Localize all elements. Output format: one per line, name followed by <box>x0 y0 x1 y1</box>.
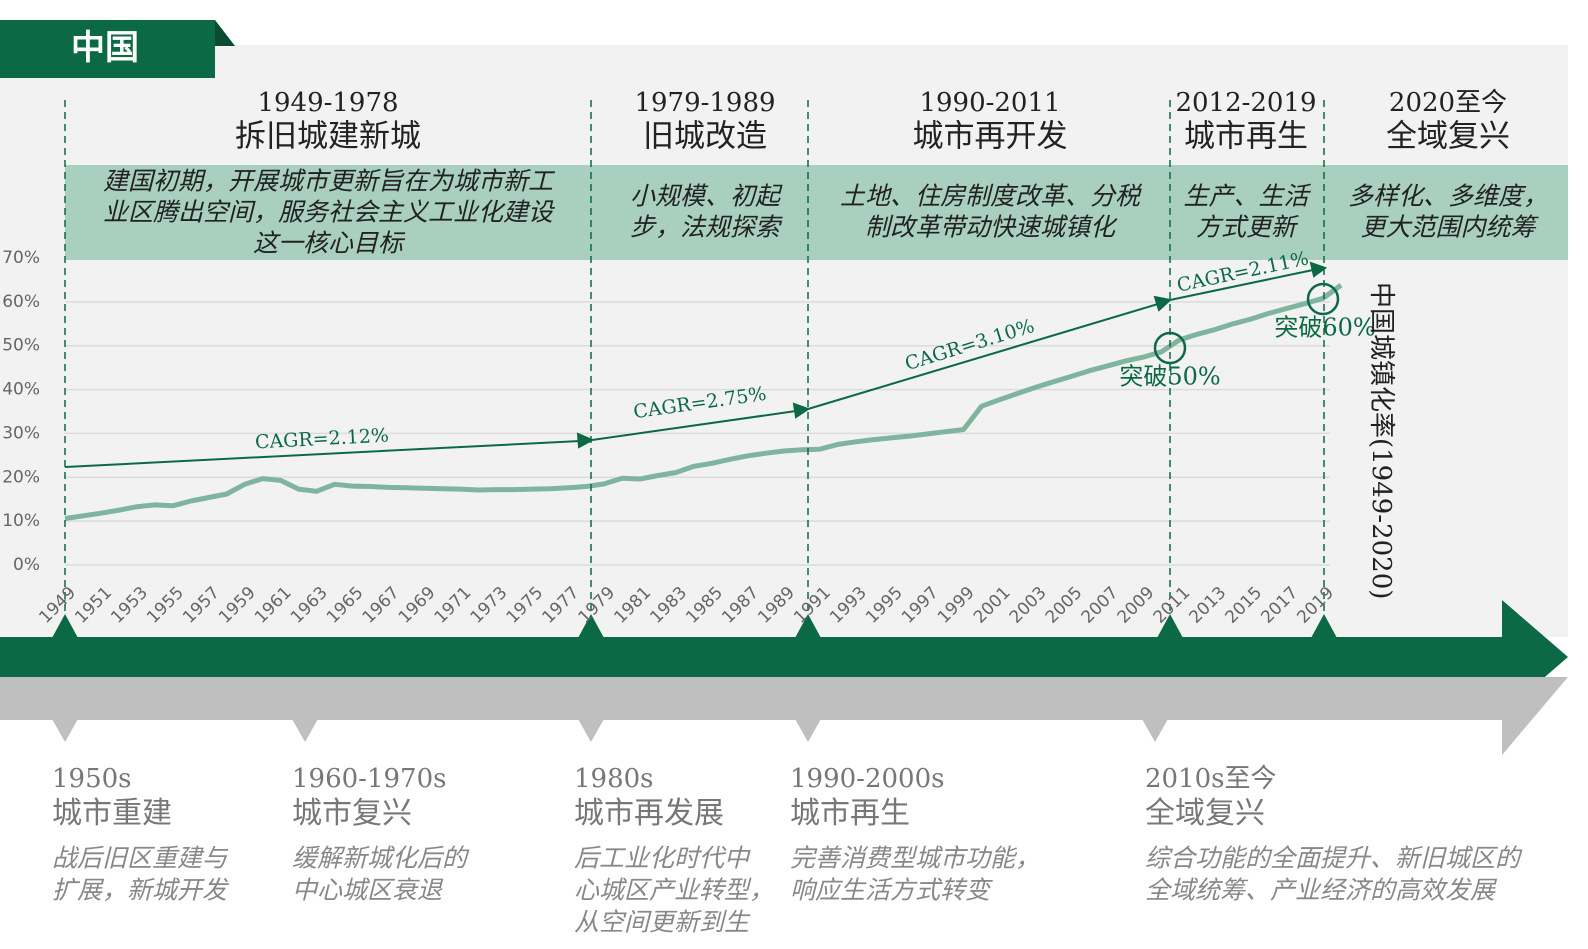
trend-arrow <box>807 303 1159 410</box>
period-years: 2012-2019 <box>1175 88 1316 118</box>
trend-arrows <box>64 261 1328 468</box>
phase-description: 完善消费型城市功能， <box>790 844 1040 873</box>
period-title: 城市再生 <box>1184 119 1308 155</box>
period-description: 多样化、多维度， <box>1348 182 1548 211</box>
phase-period: 1980s <box>574 764 654 794</box>
period-description: 步，法规探索 <box>630 213 783 242</box>
header-box <box>0 20 215 78</box>
phase-description: 中心城区衰退 <box>292 876 444 905</box>
period-title: 拆旧城建新城 <box>235 119 421 155</box>
marker <box>1311 614 1337 638</box>
period-description: 建国初期，开展城市更新旨在为城市新工 <box>103 167 556 196</box>
arrow-head <box>576 432 595 449</box>
period-description: 更大范围内统筹 <box>1360 213 1539 242</box>
period-description: 制改革带动快速城镇化 <box>865 213 1118 242</box>
marker <box>578 614 604 638</box>
arrow-head <box>1309 261 1328 278</box>
arrow-head <box>792 402 811 419</box>
milestone-circle <box>1306 282 1340 316</box>
period-years: 1990-2011 <box>919 88 1060 118</box>
period-title: 全域复兴 <box>1386 119 1510 155</box>
y-tick-label: 70% <box>2 248 40 268</box>
data-line <box>64 283 1343 521</box>
trend-arrow <box>64 440 581 468</box>
period-years: 2020至今 <box>1389 88 1507 118</box>
phase-period: 2010s至今 <box>1145 764 1277 794</box>
phase-title: 全域复兴 <box>1145 796 1265 831</box>
arrow-head <box>1153 295 1173 312</box>
series-label: 中国城镇化率(1949-2020) <box>1366 282 1396 599</box>
background <box>0 45 1568 637</box>
phase-period: 1990-2000s <box>790 764 944 794</box>
period-title: 城市再开发 <box>913 119 1068 155</box>
timeline-arrow <box>0 600 1568 714</box>
phase-period: 1960-1970s <box>292 764 446 794</box>
marker <box>1142 719 1168 742</box>
marker <box>52 719 78 742</box>
phase-description: 战后旧区重建与 <box>52 844 229 873</box>
marker <box>578 719 604 742</box>
period-description: 生产、生活 <box>1183 182 1311 211</box>
marker <box>292 719 318 742</box>
y-tick-label: 30% <box>2 423 40 443</box>
period-years: 1979-1989 <box>634 88 775 118</box>
period-description: 方式更新 <box>1196 213 1299 242</box>
trend-arrow <box>591 410 797 441</box>
phase-period: 1950s <box>52 764 132 794</box>
down-markers <box>52 719 1168 742</box>
period-description: 土地、住房制度改革、分税 <box>840 182 1143 211</box>
phase-description: 心城区产业转型， <box>574 876 774 905</box>
y-tick-label: 60% <box>2 292 40 312</box>
marker <box>1157 614 1183 638</box>
phase-description: 从空间更新到生 <box>574 908 751 937</box>
phase-description: 响应生活方式转变 <box>790 876 993 905</box>
phase-arrow <box>0 677 1568 755</box>
y-tick-label: 20% <box>2 467 40 487</box>
y-tick-label: 40% <box>2 380 40 400</box>
header-fold <box>215 20 235 46</box>
phase-title: 城市再生 <box>790 796 910 831</box>
phase-description: 扩展，新城开发 <box>52 876 230 905</box>
milestone-label: 突破60% <box>1274 314 1375 342</box>
period-title: 旧城改造 <box>643 119 767 155</box>
period-description: 业区腾出空间，服务社会主义工业化建设 <box>103 198 555 227</box>
y-tick-label: 50% <box>2 336 40 356</box>
up-markers <box>52 614 1337 638</box>
period-description: 这一核心目标 <box>253 229 406 258</box>
period-years: 1949-1978 <box>257 88 398 118</box>
phase-description: 后工业化时代中 <box>574 844 751 873</box>
phase-title: 城市复兴 <box>292 796 412 831</box>
header-title: 中国 <box>71 28 139 68</box>
phase-title: 城市再发展 <box>574 796 724 831</box>
phase-title: 城市重建 <box>52 796 172 831</box>
marker <box>795 719 821 742</box>
y-tick-label: 0% <box>13 555 40 575</box>
trend-arrow <box>1169 269 1314 301</box>
phase-description: 综合功能的全面提升、新旧城区的 <box>1145 844 1523 873</box>
description-band <box>65 165 1568 260</box>
marker <box>795 614 821 638</box>
marker <box>52 614 78 638</box>
y-tick-label: 10% <box>2 511 40 531</box>
phase-description: 全域统筹、产业经济的高效发展 <box>1145 876 1498 905</box>
period-description: 小规模、初起 <box>630 182 783 211</box>
phase-description: 缓解新城化后的 <box>292 844 470 873</box>
period-dividers <box>64 100 1325 615</box>
